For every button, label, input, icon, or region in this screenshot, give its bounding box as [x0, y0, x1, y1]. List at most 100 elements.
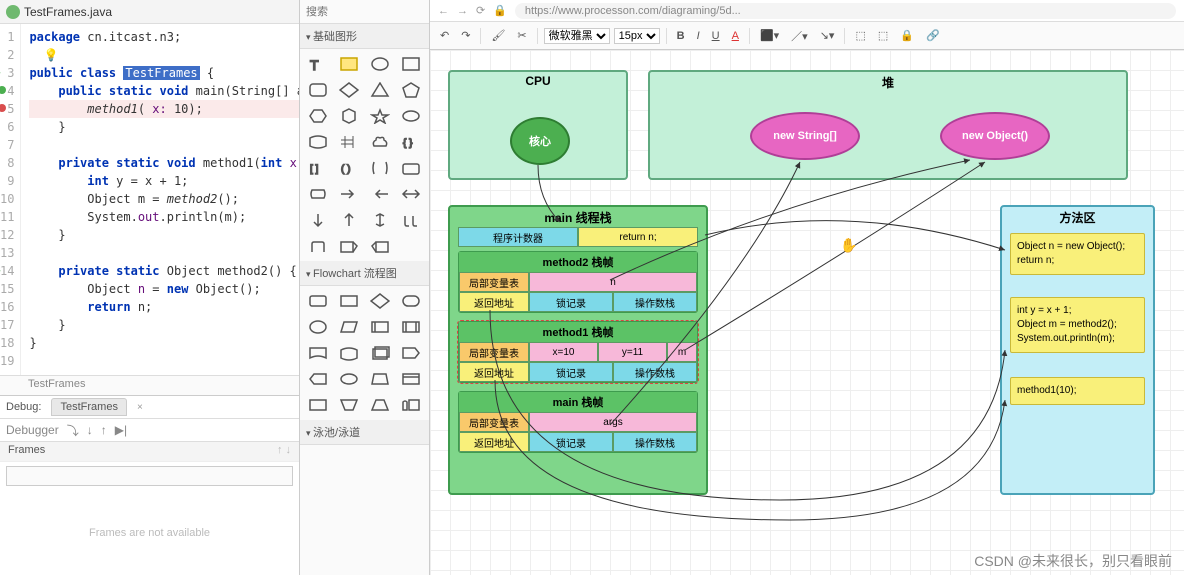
shape-flow-3[interactable] — [398, 290, 425, 312]
shape-flow-19[interactable] — [398, 394, 425, 416]
shape-flow-8[interactable] — [304, 342, 331, 364]
shape-basic-10[interactable] — [367, 105, 394, 127]
close-icon[interactable]: × — [137, 402, 143, 413]
shape-flow-16[interactable] — [304, 394, 331, 416]
shape-basic-13[interactable] — [335, 131, 362, 153]
shape-basic-1[interactable] — [335, 53, 362, 75]
font-color-button[interactable]: A — [728, 30, 743, 42]
frames-selector[interactable] — [6, 466, 293, 486]
shape-basic-9[interactable] — [335, 105, 362, 127]
shape-basic-27[interactable] — [398, 209, 425, 231]
shape-basic-5[interactable] — [335, 79, 362, 101]
step-into-icon[interactable]: ↓ — [87, 423, 93, 437]
shape-basic-20[interactable] — [304, 183, 331, 205]
shape-basic-25[interactable] — [335, 209, 362, 231]
redo-icon[interactable]: ↷ — [457, 29, 474, 42]
line-icon[interactable]: ／▾ — [787, 28, 812, 44]
section-swimlane[interactable]: 泳池/泳道 — [300, 420, 429, 445]
shape-flow-7[interactable] — [398, 316, 425, 338]
shape-basic-22[interactable] — [367, 183, 394, 205]
cpu-box[interactable]: CPU 核心 — [448, 70, 628, 180]
shape-flow-10[interactable] — [367, 342, 394, 364]
step-over-icon[interactable]: ⤵ — [67, 422, 79, 439]
shape-flow-1[interactable] — [335, 290, 362, 312]
shape-flow-6[interactable] — [367, 316, 394, 338]
shape-flow-4[interactable] — [304, 316, 331, 338]
search-input[interactable] — [306, 6, 448, 18]
shape-flow-13[interactable] — [335, 368, 362, 390]
shape-basic-14[interactable] — [367, 131, 394, 153]
shape-basic-19[interactable] — [398, 157, 425, 179]
shape-basic-8[interactable] — [304, 105, 331, 127]
shape-flow-15[interactable] — [398, 368, 425, 390]
fill-icon[interactable]: ⬛▾ — [756, 29, 783, 42]
shape-basic-17[interactable]: ( ) — [335, 157, 362, 179]
font-select[interactable]: 微软雅黑 — [544, 28, 610, 44]
shape-flow-0[interactable] — [304, 290, 331, 312]
nav-fwd-icon[interactable]: → — [457, 5, 468, 17]
shape-flow-17[interactable] — [335, 394, 362, 416]
shape-basic-11[interactable] — [398, 105, 425, 127]
lock-button[interactable]: 🔒 — [896, 29, 918, 42]
shape-basic-30[interactable] — [367, 235, 394, 257]
shape-basic-7[interactable] — [398, 79, 425, 101]
debugger-tab[interactable]: Debugger — [6, 423, 59, 437]
shape-basic-3[interactable] — [398, 53, 425, 75]
method1-frame[interactable]: method1 栈帧 局部变量表 x=10 y=11 m 返回地址 锁记录 操作… — [458, 321, 698, 383]
debug-config-tab[interactable]: TestFrames — [51, 398, 126, 416]
shape-basic-2[interactable] — [367, 53, 394, 75]
shape-flow-5[interactable] — [335, 316, 362, 338]
shape-flow-18[interactable] — [367, 394, 394, 416]
diagram-canvas[interactable]: CPU 核心 堆 new String[] new Object() main … — [430, 50, 1184, 575]
heap-box[interactable]: 堆 new String[] new Object() — [648, 70, 1128, 180]
shape-basic-12[interactable] — [304, 131, 331, 153]
shape-basic-29[interactable] — [335, 235, 362, 257]
brush-icon[interactable]: 🖌 — [487, 29, 509, 42]
shape-basic-26[interactable] — [367, 209, 394, 231]
step-out-icon[interactable]: ↑ — [101, 423, 107, 437]
nav-back-icon[interactable]: ← — [438, 5, 449, 17]
new-object-node[interactable]: new Object() — [940, 112, 1050, 160]
code-editor[interactable]: 12345678910111213141516171819 package cn… — [0, 24, 299, 375]
run-to-cursor-icon[interactable]: ▶| — [115, 423, 127, 437]
shape-basic-6[interactable] — [367, 79, 394, 101]
palette-search[interactable]: 🔍 — [300, 0, 429, 24]
shape-flow-2[interactable] — [367, 290, 394, 312]
back-icon[interactable]: ⬚ — [874, 29, 892, 42]
shape-basic-15[interactable]: { } — [398, 131, 425, 153]
shape-flow-12[interactable] — [304, 368, 331, 390]
shape-basic-18[interactable] — [367, 157, 394, 179]
shape-basic-23[interactable] — [398, 183, 425, 205]
undo-icon[interactable]: ↶ — [436, 29, 453, 42]
size-select[interactable]: 15px — [614, 28, 660, 44]
front-icon[interactable]: ⬚ — [851, 29, 869, 42]
shape-basic-21[interactable] — [335, 183, 362, 205]
shape-basic-24[interactable] — [304, 209, 331, 231]
frames-nav-icons[interactable]: ↑ ↓ — [277, 444, 291, 459]
italic-button[interactable]: I — [693, 30, 704, 42]
bold-button[interactable]: B — [673, 30, 689, 42]
link-icon[interactable]: 🔗 — [922, 29, 944, 42]
shape-basic-0[interactable]: T — [304, 53, 331, 75]
main-frame[interactable]: main 栈帧 局部变量表 args 返回地址 锁记录 操作数栈 — [458, 391, 698, 453]
reload-icon[interactable]: ⟳ — [476, 4, 485, 17]
conn-icon[interactable]: ↘▾ — [816, 29, 839, 42]
shape-flow-14[interactable] — [367, 368, 394, 390]
shape-basic-4[interactable] — [304, 79, 331, 101]
underline-button[interactable]: U — [708, 30, 724, 42]
shape-basic-16[interactable]: [ ] — [304, 157, 331, 179]
section-basic[interactable]: 基础图形 — [300, 24, 429, 49]
cut-icon[interactable]: ✂ — [513, 29, 530, 42]
editor-tab[interactable]: TestFrames.java — [24, 5, 112, 19]
shape-flow-9[interactable] — [335, 342, 362, 364]
method2-frame[interactable]: method2 栈帧 局部变量表 n 返回地址 锁记录 操作数栈 — [458, 251, 698, 313]
url-text[interactable]: https://www.processon.com/diagraming/5d.… — [515, 3, 1176, 19]
shape-flow-11[interactable] — [398, 342, 425, 364]
thread-stack-box[interactable]: main 线程栈 程序计数器 return n; method2 栈帧 局部变量… — [448, 205, 708, 495]
breadcrumb[interactable]: TestFrames — [0, 375, 299, 395]
section-flowchart[interactable]: Flowchart 流程图 — [300, 261, 429, 286]
shape-basic-28[interactable] — [304, 235, 331, 257]
new-string-node[interactable]: new String[] — [750, 112, 860, 160]
method-area-box[interactable]: 方法区 Object n = new Object(); return n; i… — [1000, 205, 1155, 495]
core-node[interactable]: 核心 — [510, 117, 570, 165]
